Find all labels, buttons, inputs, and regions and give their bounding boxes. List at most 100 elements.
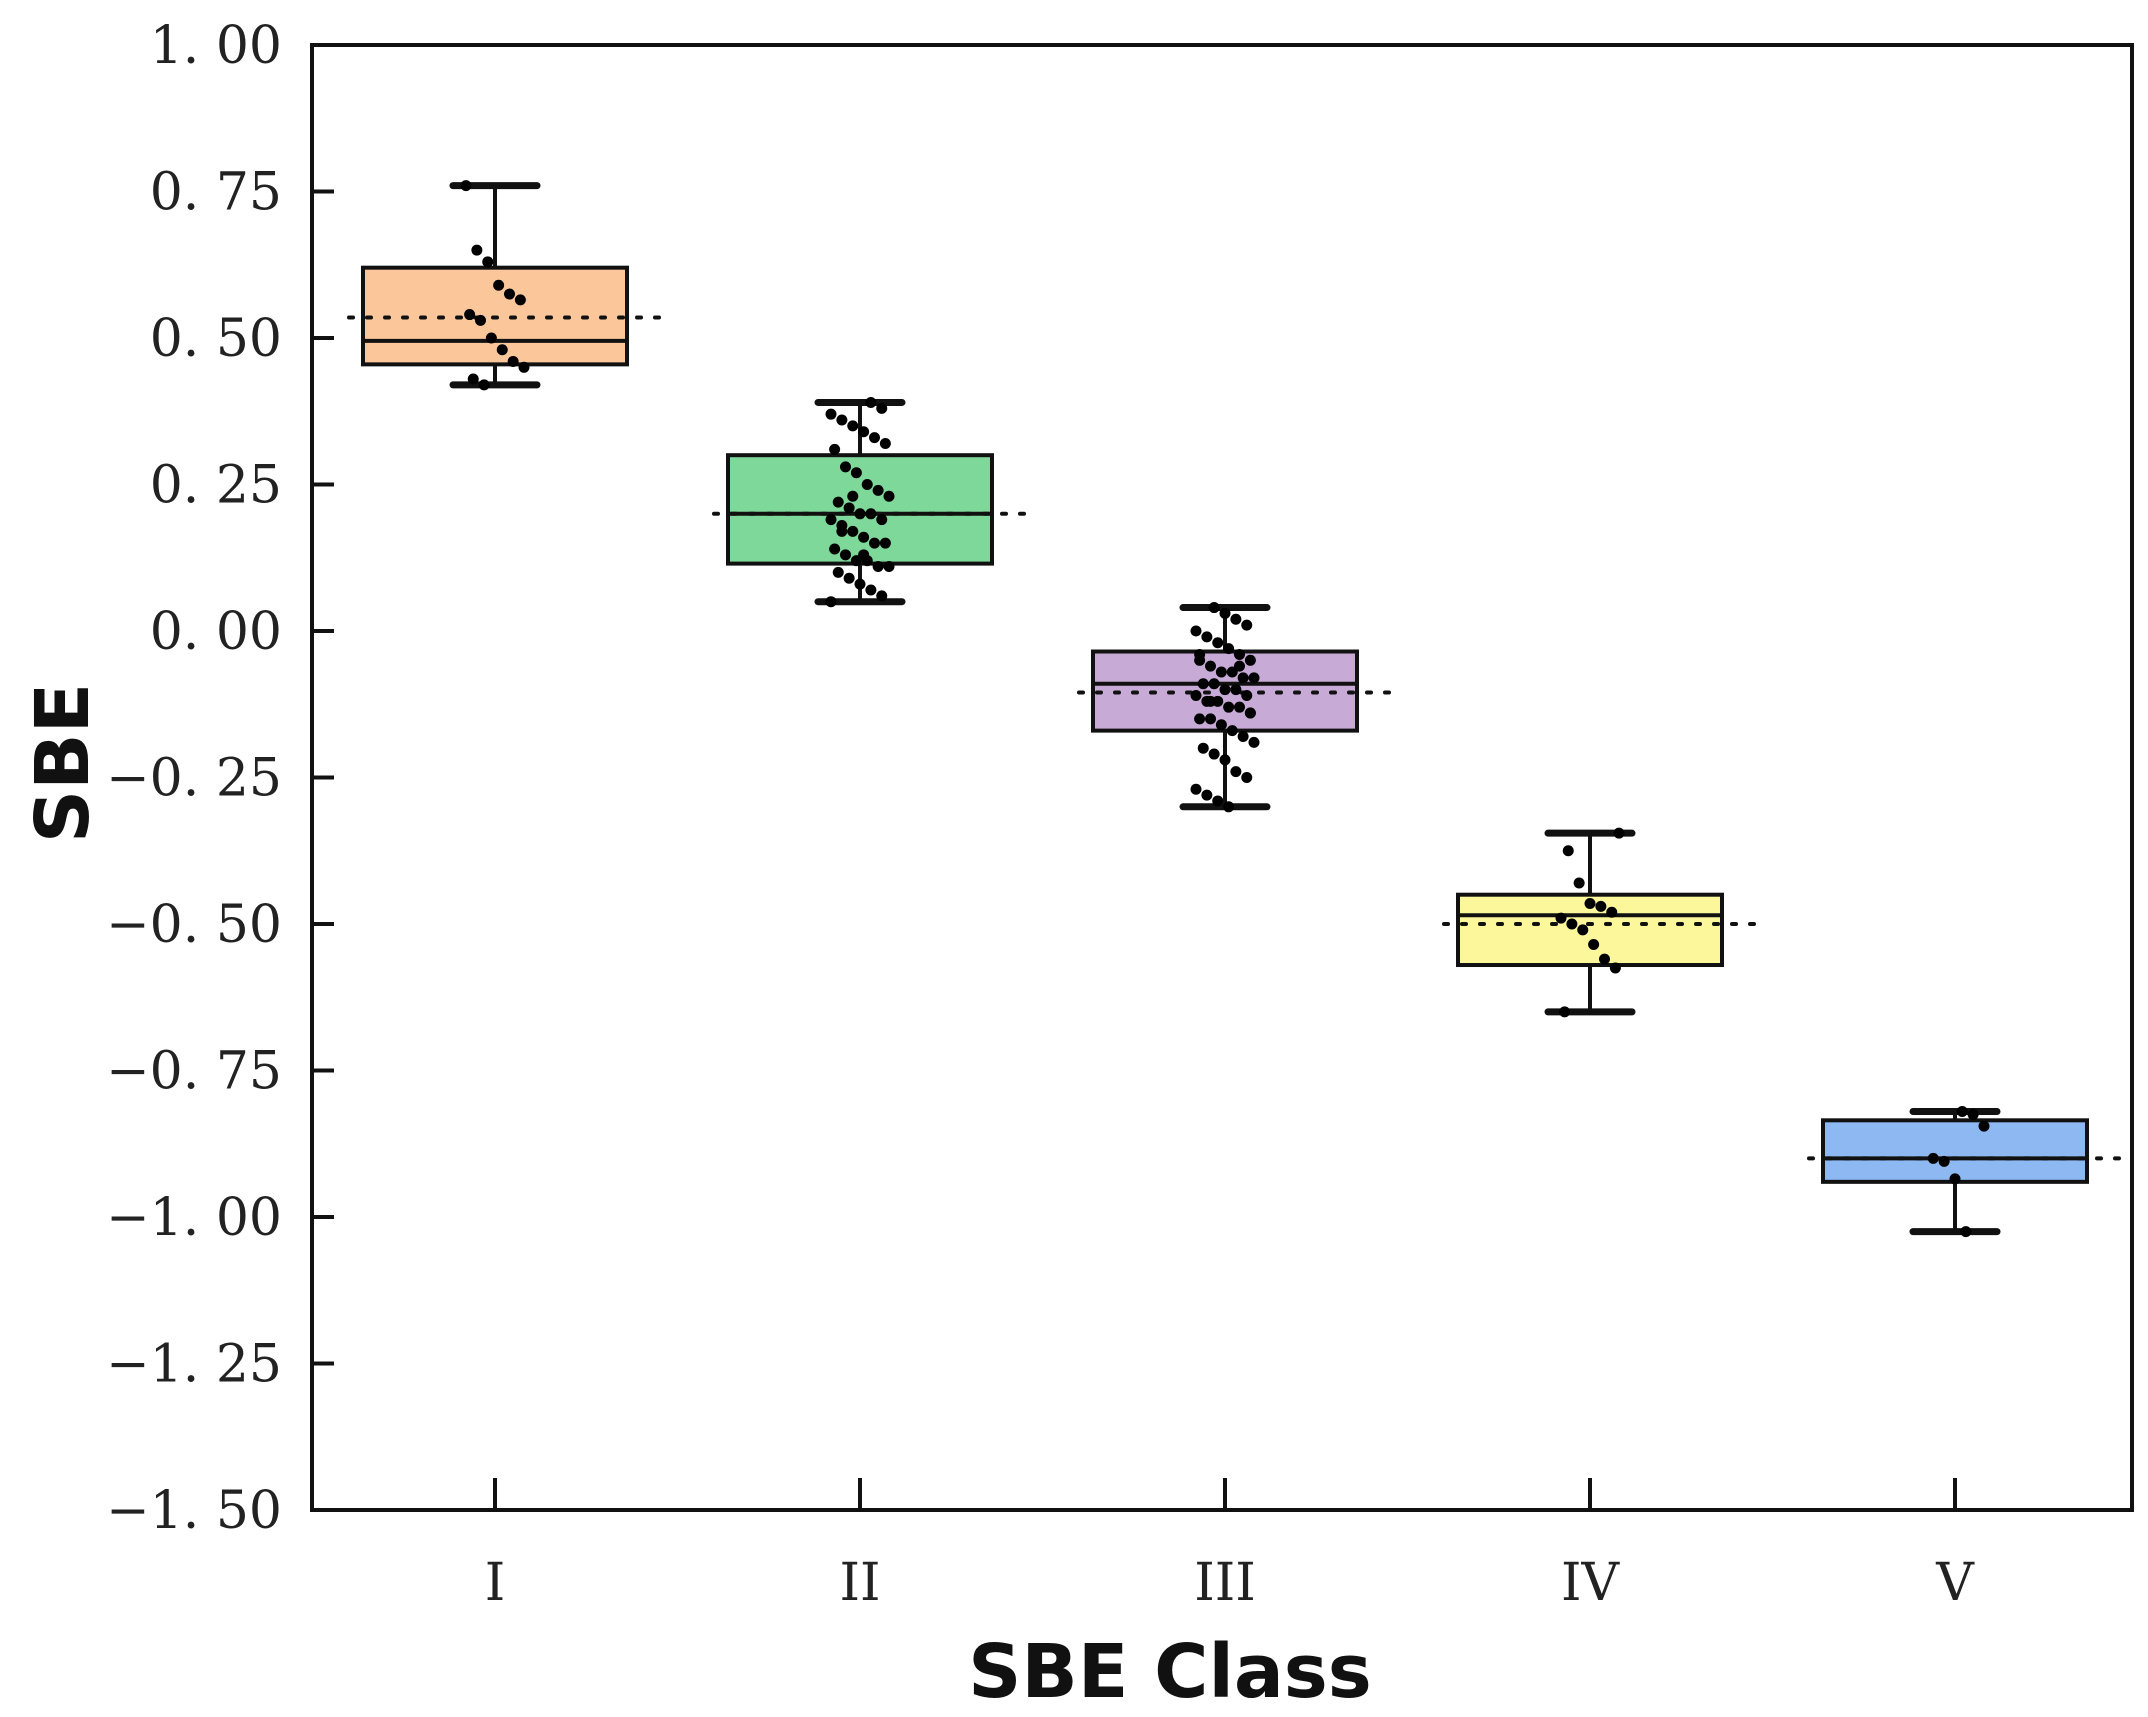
data-point bbox=[858, 426, 870, 438]
data-point bbox=[1967, 1108, 1979, 1120]
data-point bbox=[1194, 713, 1206, 725]
data-point bbox=[872, 484, 884, 496]
data-point bbox=[514, 294, 526, 306]
data-point bbox=[504, 288, 515, 300]
data-point bbox=[1223, 643, 1235, 655]
data-point bbox=[865, 508, 877, 520]
data-point bbox=[1949, 1173, 1961, 1185]
data-point bbox=[854, 508, 866, 520]
y-tick-label: −1. 50 bbox=[106, 1481, 282, 1541]
data-point bbox=[869, 432, 880, 444]
x-axis-title: SBE Class bbox=[968, 1629, 1372, 1715]
data-point bbox=[1595, 900, 1607, 912]
data-point bbox=[829, 543, 841, 555]
data-point bbox=[869, 537, 880, 549]
y-axis: 1. 00 0. 75 0. 50 0. 25 0. 00 −0. 25 −0. 50 −0.… bbox=[106, 16, 334, 1541]
data-point bbox=[1234, 660, 1245, 672]
data-point bbox=[482, 256, 494, 268]
data-point bbox=[847, 525, 859, 537]
data-point bbox=[1555, 912, 1567, 924]
y-tick-label: −0. 50 bbox=[106, 895, 282, 955]
box-iqr bbox=[1821, 1118, 2089, 1184]
data-point bbox=[1234, 648, 1245, 660]
data-point bbox=[496, 344, 508, 356]
data-point bbox=[1208, 678, 1220, 690]
data-point bbox=[858, 549, 870, 561]
data-point bbox=[1194, 648, 1206, 660]
data-point bbox=[879, 437, 891, 449]
data-point bbox=[1197, 678, 1209, 690]
data-point bbox=[840, 549, 851, 561]
data-point bbox=[872, 561, 884, 573]
data-point bbox=[876, 514, 888, 526]
data-point bbox=[850, 467, 862, 479]
data-point bbox=[1190, 689, 1202, 701]
data-point bbox=[836, 525, 848, 537]
data-point bbox=[507, 355, 519, 367]
data-point bbox=[1230, 766, 1242, 778]
data-point bbox=[1241, 772, 1253, 783]
data-point bbox=[883, 561, 895, 573]
data-point bbox=[1215, 666, 1227, 678]
data-point bbox=[1219, 754, 1231, 766]
data-point bbox=[1230, 684, 1242, 696]
data-point bbox=[1223, 801, 1235, 813]
y-tick-label: 0. 00 bbox=[150, 602, 282, 662]
data-point bbox=[825, 408, 837, 420]
data-point bbox=[1248, 672, 1260, 684]
y-tick-label: −1. 25 bbox=[106, 1335, 282, 1395]
y-tick-label: 1. 00 bbox=[150, 16, 282, 76]
data-point bbox=[1956, 1106, 1968, 1118]
data-point bbox=[1205, 713, 1216, 725]
data-point bbox=[1241, 689, 1253, 701]
data-point bbox=[879, 537, 891, 549]
data-point bbox=[1219, 684, 1231, 696]
data-point bbox=[1205, 695, 1216, 707]
data-point bbox=[1241, 619, 1253, 631]
data-point bbox=[1208, 748, 1220, 760]
data-point bbox=[1219, 607, 1231, 619]
data-point bbox=[876, 590, 888, 602]
x-tick-label: I bbox=[485, 1553, 506, 1613]
data-point bbox=[1201, 631, 1213, 643]
points-group-v bbox=[1927, 1106, 1990, 1238]
data-point bbox=[1237, 672, 1249, 684]
x-tick-label: V bbox=[1935, 1553, 1975, 1613]
data-point bbox=[1197, 742, 1209, 754]
points-group-ii bbox=[825, 396, 895, 608]
data-point bbox=[1244, 654, 1256, 666]
data-point bbox=[843, 572, 855, 584]
data-point bbox=[1978, 1120, 1990, 1132]
data-point bbox=[865, 396, 877, 408]
data-point bbox=[1234, 701, 1245, 713]
data-point bbox=[840, 461, 851, 473]
data-point bbox=[1248, 736, 1260, 748]
points-group-iv bbox=[1555, 827, 1625, 1018]
data-point bbox=[1599, 953, 1610, 965]
points-group-iii bbox=[1190, 602, 1260, 813]
data-point bbox=[1230, 613, 1242, 625]
data-point bbox=[1606, 906, 1618, 918]
data-point bbox=[1927, 1152, 1939, 1164]
data-point bbox=[1577, 924, 1589, 936]
data-point bbox=[858, 531, 870, 543]
data-point bbox=[1244, 707, 1256, 719]
data-point bbox=[836, 414, 848, 426]
data-point bbox=[518, 361, 530, 373]
data-point bbox=[478, 379, 490, 391]
y-tick-label: −0. 25 bbox=[106, 749, 282, 809]
y-tick-label: −1. 00 bbox=[106, 1188, 282, 1248]
data-point bbox=[1573, 877, 1585, 889]
data-point bbox=[1588, 939, 1600, 951]
data-point bbox=[467, 373, 479, 385]
data-point bbox=[854, 578, 866, 590]
box-iqr bbox=[1456, 892, 1724, 968]
data-point bbox=[493, 279, 505, 291]
data-point bbox=[1584, 897, 1596, 909]
data-point bbox=[865, 584, 877, 596]
data-point bbox=[1190, 783, 1202, 795]
data-point bbox=[847, 420, 859, 432]
